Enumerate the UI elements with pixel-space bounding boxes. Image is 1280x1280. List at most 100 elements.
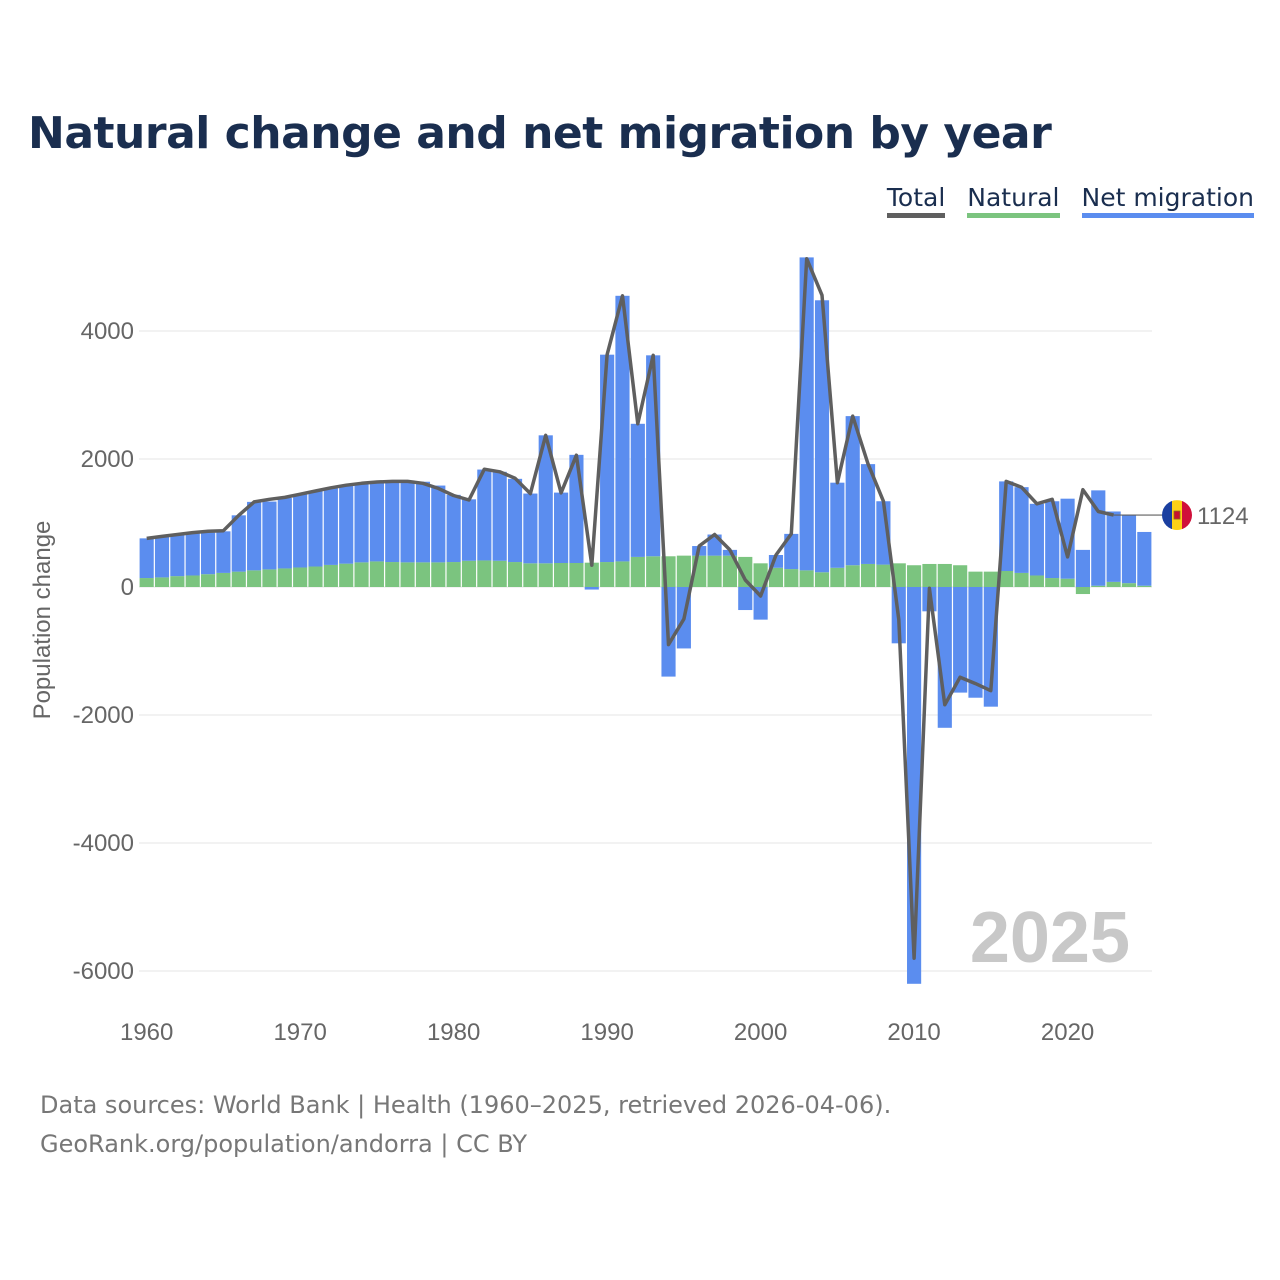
y-tick-label: 2000 [81,446,134,473]
y-axis-label: Population change [29,521,56,720]
migration-bar [400,480,415,563]
migration-bar [830,482,845,568]
legend: Total Natural Net migration [886,183,1254,218]
andorra-flag-icon [1162,500,1192,531]
natural-bar [1029,575,1044,587]
migration-bar [1045,501,1060,579]
natural-bar [784,569,799,587]
migration-bar [139,538,154,579]
natural-bar [400,562,415,587]
natural-bar [554,563,569,587]
migration-bar [200,532,216,575]
natural-bar [477,560,492,587]
natural-bar [185,575,200,587]
legend-total[interactable]: Total [886,183,946,218]
natural-bar [814,572,830,587]
natural-bar [615,561,630,587]
y-tick-label: -2000 [73,702,134,729]
natural-bar [707,555,722,587]
migration-bar [323,488,338,565]
natural-bar [600,562,615,587]
x-tick-labels: 1960 1970 1980 1990 2000 2010 2020 [120,1019,1094,1046]
y-tick-labels: 4000 2000 0 -2000 -4000 -6000 [73,318,134,985]
migration-bar [983,587,998,707]
natural-bar [907,565,922,587]
natural-bar [523,563,538,587]
migration-bar [262,501,277,570]
natural-bar [646,556,661,587]
footer: Data sources: World Bank | Health (1960–… [40,1086,891,1164]
migration-bar [1075,549,1091,587]
natural-bar [1091,585,1106,587]
migration-bar [431,485,446,563]
natural-bar [262,569,277,587]
migration-bar [1121,515,1137,584]
migration-bar [385,481,400,563]
natural-bar [768,567,784,587]
natural-bar [1121,583,1137,587]
natural-bar [293,567,308,587]
natural-bar [323,564,338,587]
x-tick-label: 1980 [427,1019,480,1046]
x-tick-label: 2010 [887,1019,940,1046]
gridlines [139,330,1152,972]
natural-bar [584,562,599,587]
footer-attribution[interactable]: GeoRank.org/population/andorra | CC BY [40,1130,528,1158]
migration-bar [860,464,876,564]
migration-bar [738,587,753,611]
migration-bar [1060,498,1075,579]
natural-bar [200,574,216,587]
natural-bar [953,565,968,587]
migration-bar [1029,503,1044,576]
legend-net-migration[interactable]: Net migration [1081,183,1254,218]
migration-bar [247,501,262,571]
x-tick-label: 1960 [120,1019,173,1046]
migration-bar [615,295,630,562]
natural-bar [738,556,753,587]
migration-bar [538,435,553,564]
natural-bar [385,562,400,587]
natural-bar [231,571,246,587]
y-tick-label: -4000 [73,830,134,857]
natural-bar [968,571,983,587]
natural-bar [845,565,860,587]
natural-bar [431,562,446,587]
natural-bar [446,562,461,587]
natural-bar [830,567,845,587]
migration-bar [339,485,354,564]
natural-bar [277,568,292,587]
natural-bar [507,562,523,587]
migration-bar [799,257,814,571]
chart-title: Natural change and net migration by year [28,108,1052,159]
natural-bar [569,563,584,587]
migration-bar [814,300,830,573]
footer-sources: Data sources: World Bank | Health (1960–… [40,1091,892,1119]
migration-bars [139,257,1152,984]
natural-bar [1075,587,1091,595]
natural-bar [492,560,507,587]
latest-value-label: 1124 [1197,503,1249,530]
legend-natural[interactable]: Natural [967,183,1060,218]
natural-bar [1045,578,1060,587]
natural-bar [308,566,323,587]
migration-bar [584,587,599,590]
migration-bar [293,494,308,568]
y-tick-label: 4000 [81,318,134,345]
migration-bar [630,423,645,557]
natural-bar [1014,572,1029,587]
natural-bar [676,555,691,587]
flag-emblem [1173,510,1181,520]
natural-bar [461,560,477,587]
natural-bar [154,577,170,587]
migration-bar [492,471,507,561]
natural-bar [999,571,1014,587]
natural-bar [922,563,937,587]
natural-bar [983,571,998,587]
natural-bar [339,563,354,587]
natural-bar [799,570,814,587]
migration-bar [1106,511,1121,582]
total-line [146,256,1115,960]
natural-bar [369,561,384,587]
migration-bar [507,478,523,563]
